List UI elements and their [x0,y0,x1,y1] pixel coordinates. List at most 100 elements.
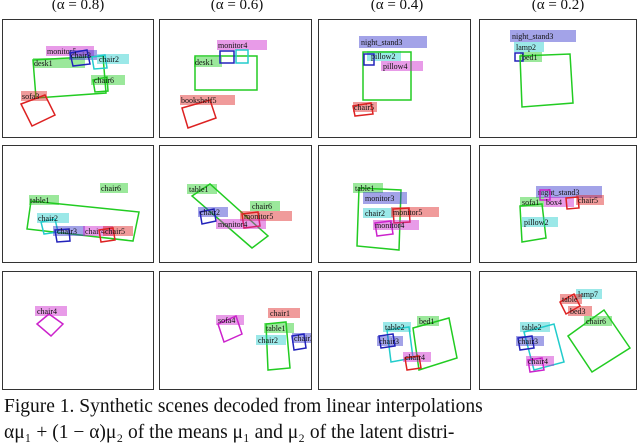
bbox-bed3: bed3 [568,306,592,316]
bbox-monitor4: monitor4 [373,220,419,237]
label-chair4: chair4 [85,227,105,236]
label-pillow2: pillow2 [524,218,548,227]
label-bed3: bed3 [570,307,586,316]
scene-panel-r2-c3: lamp7 table bed3 chair6 table2 chair3 [479,271,637,390]
scene-panel-r1-c1: table1 chair6 chair2 monitor5 monitor4 [159,145,312,263]
scene-panel-r0-c3: night_stand3 lamp2 bed1 [479,19,637,138]
label-table1: table1 [30,196,50,205]
bbox-monitor4: monitor4 [216,219,266,229]
label-chair3: chair3 [294,334,312,343]
bbox-night-stand3: night_stand3 [359,36,427,48]
scene-panel-r0-c1: desk1 monitor4 bookshelf5 [159,19,312,138]
scene-panel-r2-c2: bed1 table2 chair3 chair4 [318,271,471,390]
label-chair5: chair5 [105,227,125,236]
label-night-stand3: night_stand3 [538,188,579,197]
bbox-chair4: chair4 [83,226,113,236]
label-monitor4: monitor4 [218,41,247,50]
label-chair2: chair2 [258,336,278,345]
bbox-chair3: chair3 [53,226,85,243]
column-header-3: (α = 0.2) [531,0,585,13]
bbox-chair2: chair2 [256,335,286,345]
label-chair6: chair6 [94,76,114,85]
bbox-bookshelf5: bookshelf5 [180,95,235,129]
label-monitor4: monitor4 [375,221,404,230]
bbox-chair3: chair3 [291,333,312,351]
label-chair3: chair3 [518,337,538,346]
column-header-2: (α = 0.4) [370,0,424,13]
bbox-table2: table2 [383,322,414,363]
label-chair2: chair2 [365,209,385,218]
column-header-0: (α = 0.8) [51,0,105,13]
label-table1: table1 [355,184,375,193]
label-chair6: chair6 [101,184,121,193]
bbox-desk1: desk1 [32,55,107,99]
label-chair5: chair5 [578,196,598,205]
scene-panel-r2-c0: chair4 [2,271,154,390]
bbox-chair6: chair6 [100,183,128,193]
bbox-table1: table1 [353,183,402,251]
bbox-desk1: desk1 [194,55,258,91]
bbox-chair2: chair2 [91,54,129,70]
bbox-chair4: chair4 [35,306,67,338]
label-table2: table2 [522,323,542,332]
label-lamp2: lamp2 [516,43,536,52]
label-sofa3: sofa3 [22,92,39,101]
label-bed1: bed1 [522,53,538,62]
bbox-chair4: chair4 [403,352,431,371]
label-chair2: chair2 [200,208,220,217]
caption-line-2: αμ₁ + (1 − α)μ₂ of the means μ₁ and μ₂ o… [4,422,455,443]
bbox-table2: table2 [520,322,565,371]
label-chair2: chair2 [38,214,58,223]
label-lamp7: lamp7 [578,290,598,299]
figure-caption: Figure 1. Synthetic scenes decoded from … [4,394,638,446]
bbox-monitor5: monitor5 [391,207,439,224]
label-monitor4: monitor4 [218,220,247,229]
label-chair6: chair6 [252,202,272,211]
bbox-chair4: chair4 [526,356,554,373]
bbox-table1: table1 [187,183,270,249]
scene-panel-r1-c0: chair6 table1 chair2 chair3 chair4 chair… [2,145,154,263]
label-sofa1: sofa1 [522,198,539,207]
bbox-chair1: chair1 [268,308,300,318]
label-chair3: chair3 [379,337,399,346]
label-chair3: chair3 [57,227,77,236]
label-sofa4: sofa4 [218,316,235,325]
bbox-chair6: chair6 [250,201,280,211]
bbox-night-stand3: night_stand3 [510,30,576,42]
label-box4: box4 [546,198,562,207]
label-chair3: chair3 [71,51,91,60]
label-night-stand3: night_stand3 [361,38,402,47]
scene-panel-r0-c2: night_stand3 pillow2 pillow4 chair5 [318,19,471,138]
label-table1: table1 [266,324,286,333]
scene-panel-r2-c1: sofa4 chair1 table1 chair2 chair3 [159,271,312,390]
label-monitor5: monitor5 [393,208,422,217]
bbox-lamp7: lamp7 [576,289,602,299]
label-table2: table2 [385,323,405,332]
scene-panel-r0-c0: desk1 monitor5 chair3 chair2 chair6 sofa… [2,19,154,138]
bbox-monitor3: monitor3 [363,192,407,204]
label-chair4: chair4 [405,353,425,362]
label-desk1: desk1 [195,58,214,67]
bbox-lamp2: lamp2 [514,42,544,52]
bbox-pillow2: pillow2 [522,217,558,227]
label-bed1: bed1 [419,317,435,326]
bbox-night-stand3: night_stand3 [536,186,602,198]
bbox-table1: table1 [264,321,294,371]
column-header-1: (α = 0.6) [210,0,264,13]
bbox-chair5: chair5 [98,226,133,243]
label-chair6: chair6 [586,317,606,326]
bbox-chair2: chair2 [198,207,228,225]
label-table: table [562,295,578,304]
bbox-sofa1: sofa1 [519,197,547,243]
label-chair4: chair4 [37,307,57,316]
bbox-monitor5: monitor5 [46,46,94,56]
label-pillow4: pillow4 [383,62,407,71]
bbox-sofa3: sofa3 [19,91,57,127]
bbox-chair5: chair5 [352,102,377,117]
bbox-pillow4: pillow4 [381,61,423,71]
bbox-sofa4: sofa4 [216,314,244,344]
label-chair1: chair1 [270,309,290,318]
bbox-chair3: chair3 [377,333,403,349]
label-chair5: chair5 [354,103,374,112]
bbox-monitor5: monitor5 [240,211,292,229]
